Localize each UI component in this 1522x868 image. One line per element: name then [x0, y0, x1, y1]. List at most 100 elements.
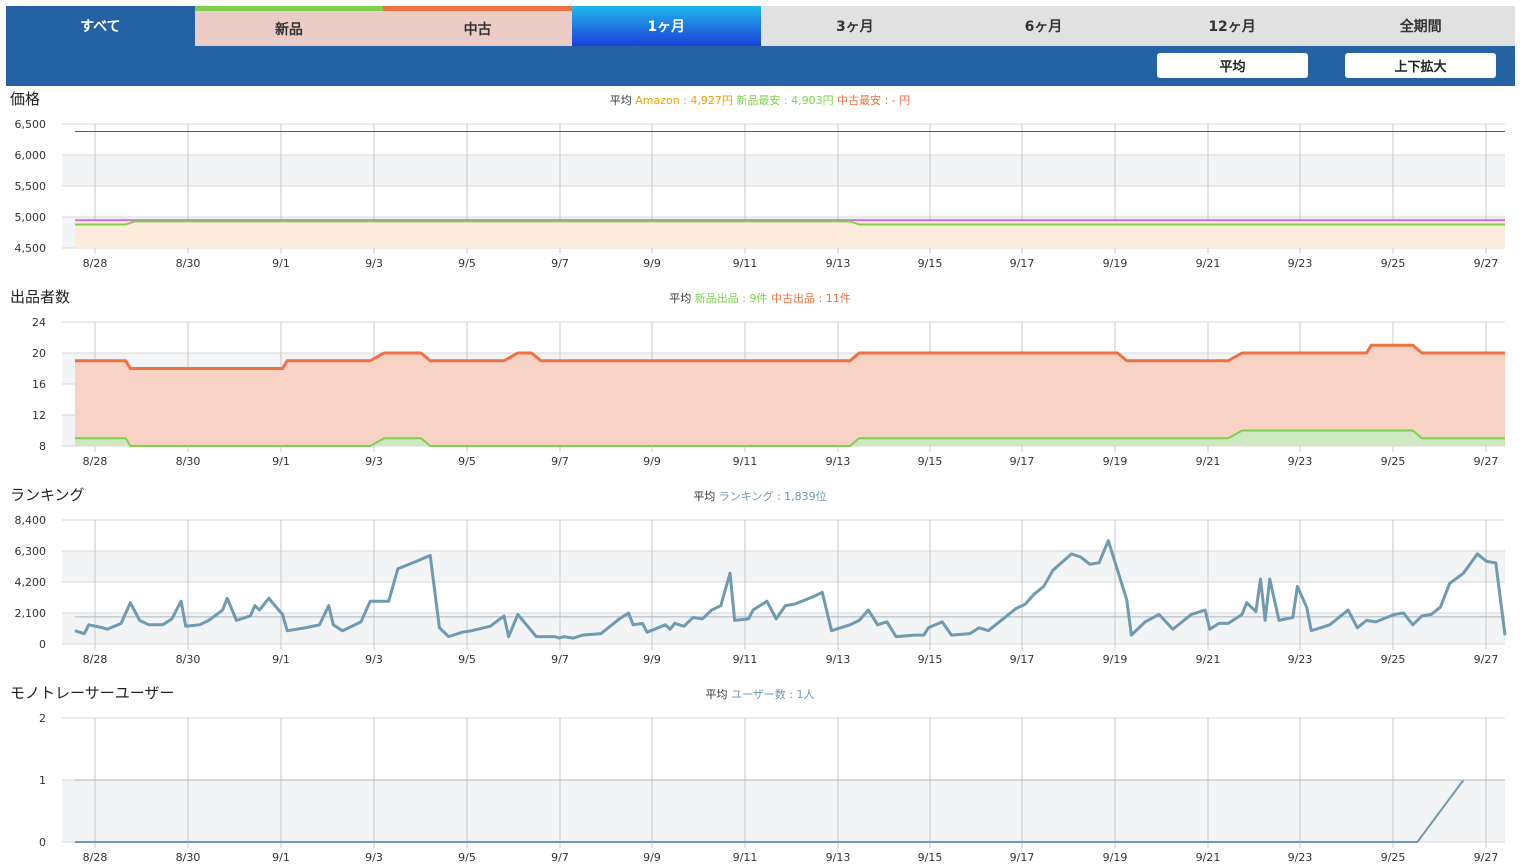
y-tick-label: 8	[39, 440, 46, 453]
legend-entry: 中古出品 : 11件	[771, 291, 851, 305]
x-tick-label: 9/7	[551, 455, 569, 468]
x-tick-label: 9/25	[1381, 653, 1406, 666]
y-tick-label: 24	[32, 316, 46, 329]
y-tick-label: 5,500	[15, 180, 47, 193]
x-tick-label: 8/28	[83, 653, 108, 666]
y-tick-label: 8,400	[15, 514, 47, 527]
x-tick-label: 9/27	[1474, 653, 1499, 666]
x-tick-label: 9/21	[1196, 851, 1221, 864]
x-tick-label: 9/7	[551, 851, 569, 864]
chart-sellers: 出品者数 平均 新品出品 : 9件 中古出品 : 11件 24 20 16 12 8 8/2…	[10, 288, 1505, 468]
x-tick-label: 8/28	[83, 257, 108, 270]
x-tick-label: 9/1	[272, 653, 290, 666]
x-tick-label: 9/13	[826, 653, 851, 666]
vertical-zoom-button[interactable]: 上下拡大	[1345, 53, 1496, 78]
x-tick-label: 9/3	[365, 653, 383, 666]
legend-prefix: 平均	[610, 94, 636, 107]
tab-all[interactable]: すべて	[6, 6, 195, 46]
x-tick-label: 9/23	[1288, 653, 1313, 666]
y-tick-label: 4,200	[15, 576, 47, 589]
tab-new[interactable]: 新品	[194, 6, 384, 46]
x-tick-label: 9/1	[272, 257, 290, 270]
series-line	[75, 429, 1505, 447]
x-tick-label: 9/27	[1474, 257, 1499, 270]
tab-12-months[interactable]: 12ヶ月	[1137, 6, 1327, 46]
tab-all-period[interactable]: 全期間	[1326, 6, 1515, 46]
x-tick-label: 9/15	[918, 653, 943, 666]
y-tick-label: 6,000	[15, 149, 47, 162]
chart-ranking: ランキング 平均 ランキング : 1,839位 8,400 6,300 4,200 2,…	[10, 486, 1507, 666]
legend-prefix: 平均	[693, 490, 719, 503]
y-tick-label: 0	[39, 638, 46, 651]
chart-title: 価格	[10, 90, 40, 108]
y-tick-label: 0	[39, 836, 46, 849]
x-tick-label: 8/28	[83, 455, 108, 468]
option-bar: 平均 上下拡大	[6, 46, 1515, 86]
x-tick-label: 9/11	[733, 257, 758, 270]
average-button[interactable]: 平均	[1157, 53, 1308, 78]
legend-entry: Amazon : 4,927円	[635, 94, 736, 107]
grid-band	[62, 551, 1505, 582]
x-tick-label: 9/17	[1010, 257, 1035, 270]
x-tick-label: 8/30	[176, 851, 201, 864]
legend-prefix: 平均	[669, 292, 695, 305]
x-tick-label: 9/7	[551, 257, 569, 270]
legend-entry: 中古最安 : - 円	[837, 93, 910, 107]
x-tick-label: 9/3	[365, 851, 383, 864]
x-tick-label: 9/19	[1103, 851, 1128, 864]
series-line	[74, 539, 1507, 640]
x-tick-label: 9/15	[918, 455, 943, 468]
tab-6-months[interactable]: 6ヶ月	[949, 6, 1138, 46]
y-tick-label: 2,100	[15, 607, 47, 620]
tab-used[interactable]: 中古	[383, 6, 572, 46]
legend-entry: ユーザー数 : 1人	[731, 688, 814, 701]
legend-prefix: 平均	[706, 688, 732, 701]
x-tick-label: 9/5	[458, 455, 476, 468]
x-tick-label: 9/3	[365, 257, 383, 270]
x-tick-label: 9/1	[272, 851, 290, 864]
chart-legend: 平均 ランキング : 1,839位	[693, 489, 826, 503]
y-tick-label: 4,500	[15, 242, 47, 255]
y-tick-label: 20	[32, 347, 46, 360]
x-tick-label: 9/1	[272, 455, 290, 468]
x-tick-label: 9/9	[643, 257, 661, 270]
legend-entry: 新品最安 : 4,903円	[736, 93, 837, 107]
y-tick-label: 6,300	[15, 545, 47, 558]
x-tick-label: 9/17	[1010, 455, 1035, 468]
x-tick-label: 9/15	[918, 851, 943, 864]
x-tick-label: 9/3	[365, 455, 383, 468]
grid-band	[62, 780, 1505, 842]
x-tick-label: 9/23	[1288, 257, 1313, 270]
x-tick-label: 9/11	[733, 851, 758, 864]
x-tick-label: 9/19	[1103, 653, 1128, 666]
x-tick-label: 8/30	[176, 455, 201, 468]
series-area	[75, 220, 1505, 248]
y-tick-label: 1	[39, 774, 46, 787]
x-tick-label: 9/23	[1288, 455, 1313, 468]
x-tick-label: 8/30	[176, 653, 201, 666]
y-tick-label: 16	[32, 378, 46, 391]
x-tick-label: 9/5	[458, 851, 476, 864]
x-tick-label: 9/17	[1010, 653, 1035, 666]
x-tick-label: 9/5	[458, 257, 476, 270]
x-tick-label: 9/13	[826, 455, 851, 468]
chart-legend: 平均 ユーザー数 : 1人	[706, 688, 815, 701]
y-tick-label: 2	[39, 712, 46, 725]
x-tick-label: 9/9	[643, 653, 661, 666]
tab-3-months[interactable]: 3ヶ月	[760, 6, 950, 46]
x-tick-label: 9/5	[458, 653, 476, 666]
x-tick-label: 9/19	[1103, 455, 1128, 468]
x-tick-label: 9/25	[1381, 851, 1406, 864]
legend-entry: 新品出品 : 9件	[695, 291, 771, 305]
x-tick-label: 9/7	[551, 653, 569, 666]
chart-legend: 平均 Amazon : 4,927円 新品最安 : 4,903円 中古最安 : …	[610, 93, 911, 107]
tab-1-month[interactable]: 1ヶ月	[571, 6, 761, 46]
y-tick-label: 12	[32, 409, 46, 422]
x-tick-label: 9/23	[1288, 851, 1313, 864]
chart-title: ランキング	[10, 486, 85, 504]
chart-title: 出品者数	[10, 288, 70, 306]
x-tick-label: 9/9	[643, 851, 661, 864]
x-tick-label: 9/13	[826, 257, 851, 270]
